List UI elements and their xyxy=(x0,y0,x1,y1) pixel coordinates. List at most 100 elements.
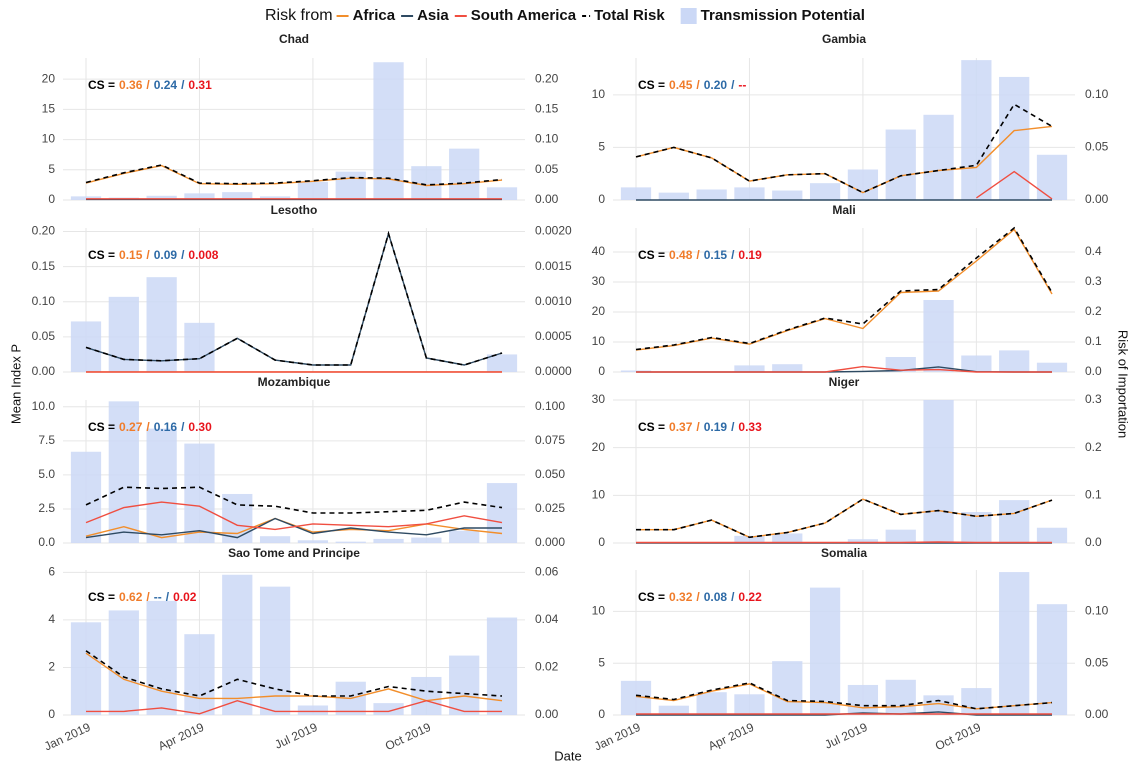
y-tick-label: 0 xyxy=(48,192,55,206)
y-tick-label: 0 xyxy=(598,192,605,206)
cs-annotation: CS = 0.37/0.19/0.33 xyxy=(638,420,762,434)
bar xyxy=(696,692,727,715)
bar xyxy=(146,277,177,372)
bar xyxy=(734,365,765,372)
cs-annotation: CS = 0.32/0.08/0.22 xyxy=(638,590,762,604)
bar xyxy=(486,354,518,372)
bar xyxy=(184,322,215,372)
bar xyxy=(146,600,177,715)
total-line xyxy=(85,486,503,514)
cs-separator: / xyxy=(181,420,185,434)
cs-label: CS = xyxy=(88,590,115,604)
y-tick-label: 0.15 xyxy=(32,259,56,273)
y2-tick-label: 0.05 xyxy=(1085,655,1109,669)
cs-label: CS = xyxy=(88,248,115,262)
y-axis-title: Mean Index P xyxy=(8,344,23,424)
bar xyxy=(108,296,139,372)
cs-separator: / xyxy=(146,248,150,262)
bar xyxy=(961,60,992,201)
cs-value: 0.32 xyxy=(669,590,693,604)
panel-title: Mali xyxy=(832,203,855,217)
bar xyxy=(411,676,442,715)
legend-label: Total Risk xyxy=(594,7,665,24)
cs-value: 0.008 xyxy=(188,248,218,262)
bar xyxy=(335,171,366,200)
x-tick-label: Jul 2019 xyxy=(822,720,869,752)
cs-annotation: CS = 0.36/0.24/0.31 xyxy=(88,78,212,92)
cs-value: 0.45 xyxy=(669,78,693,92)
bar xyxy=(449,148,480,200)
total-line xyxy=(635,226,1053,351)
cs-value: 0.02 xyxy=(173,590,197,604)
legend-title: Risk from xyxy=(265,7,333,24)
x-tick-label: Jan 2019 xyxy=(592,720,643,754)
bar xyxy=(809,183,841,200)
risk-line xyxy=(86,699,502,715)
legend-label: Africa xyxy=(353,7,396,24)
bar xyxy=(620,370,652,372)
bar xyxy=(146,195,177,200)
bar xyxy=(373,538,404,543)
x-tick-label: Jul 2019 xyxy=(272,720,319,752)
legend-key xyxy=(680,8,697,24)
bar xyxy=(658,705,689,715)
bar xyxy=(486,187,518,200)
bar xyxy=(847,539,879,543)
y2-tick-label: 0.15 xyxy=(535,102,559,116)
y-tick-label: 0.20 xyxy=(32,224,56,238)
bar xyxy=(923,114,954,200)
y-tick-label: 10 xyxy=(592,604,606,618)
cs-annotation: CS = 0.48/0.15/0.19 xyxy=(638,248,762,262)
y-tick-label: 0.0 xyxy=(38,535,55,549)
total-line xyxy=(636,498,1053,539)
cs-separator: / xyxy=(146,78,150,92)
x-tick-label: Apr 2019 xyxy=(706,720,756,753)
bar xyxy=(847,684,879,715)
cs-value: 0.30 xyxy=(188,420,212,434)
y-tick-label: 10 xyxy=(592,488,606,502)
cs-separator: / xyxy=(181,78,185,92)
y-tick-label: 6 xyxy=(48,565,55,579)
y2-tick-label: 0.10 xyxy=(1085,87,1109,101)
y-tick-label: 0.00 xyxy=(32,364,56,378)
y2-tick-label: 0.4 xyxy=(1085,244,1102,258)
x-tick-label: Oct 2019 xyxy=(383,720,433,753)
x-axis-title: Date xyxy=(554,748,581,763)
cs-value: 0.19 xyxy=(704,420,728,434)
bar xyxy=(184,193,215,200)
y-tick-label: 2.5 xyxy=(38,501,55,515)
cs-value: 0.27 xyxy=(119,420,143,434)
cs-value: 0.15 xyxy=(119,248,143,262)
bar xyxy=(108,401,139,543)
panel-title: Mozambique xyxy=(258,375,331,389)
cs-value: 0.36 xyxy=(119,78,143,92)
bar xyxy=(923,400,954,543)
cs-value: 0.37 xyxy=(669,420,693,434)
bar xyxy=(658,192,689,200)
bar xyxy=(70,451,102,543)
y2-tick-label: 0.0000 xyxy=(535,364,572,378)
bar xyxy=(734,535,765,543)
bar xyxy=(411,537,442,543)
panel-title: Sao Tome and Principe xyxy=(228,546,360,560)
cs-label: CS = xyxy=(638,248,665,262)
risk-line xyxy=(636,365,1052,373)
cs-value: 0.33 xyxy=(738,420,762,434)
legend-label: Asia xyxy=(417,7,449,24)
bar xyxy=(335,541,366,543)
y-tick-label: 0 xyxy=(598,364,605,378)
bar xyxy=(885,129,916,200)
y2-tick-label: 0.02 xyxy=(535,660,559,674)
bar xyxy=(772,533,803,543)
bar xyxy=(373,703,404,715)
risk-line xyxy=(976,170,1053,200)
y2-tick-label: 0.2 xyxy=(1085,304,1102,318)
cs-separator: / xyxy=(731,248,735,262)
y2-axis-title: Risk of Importation xyxy=(1116,330,1131,438)
bar xyxy=(297,705,329,715)
y2-tick-label: 0.050 xyxy=(535,467,565,481)
cs-annotation: CS = 0.27/0.16/0.30 xyxy=(88,420,212,434)
panel-title: Niger xyxy=(829,375,860,389)
bar xyxy=(222,574,253,715)
cs-value: 0.48 xyxy=(669,248,693,262)
